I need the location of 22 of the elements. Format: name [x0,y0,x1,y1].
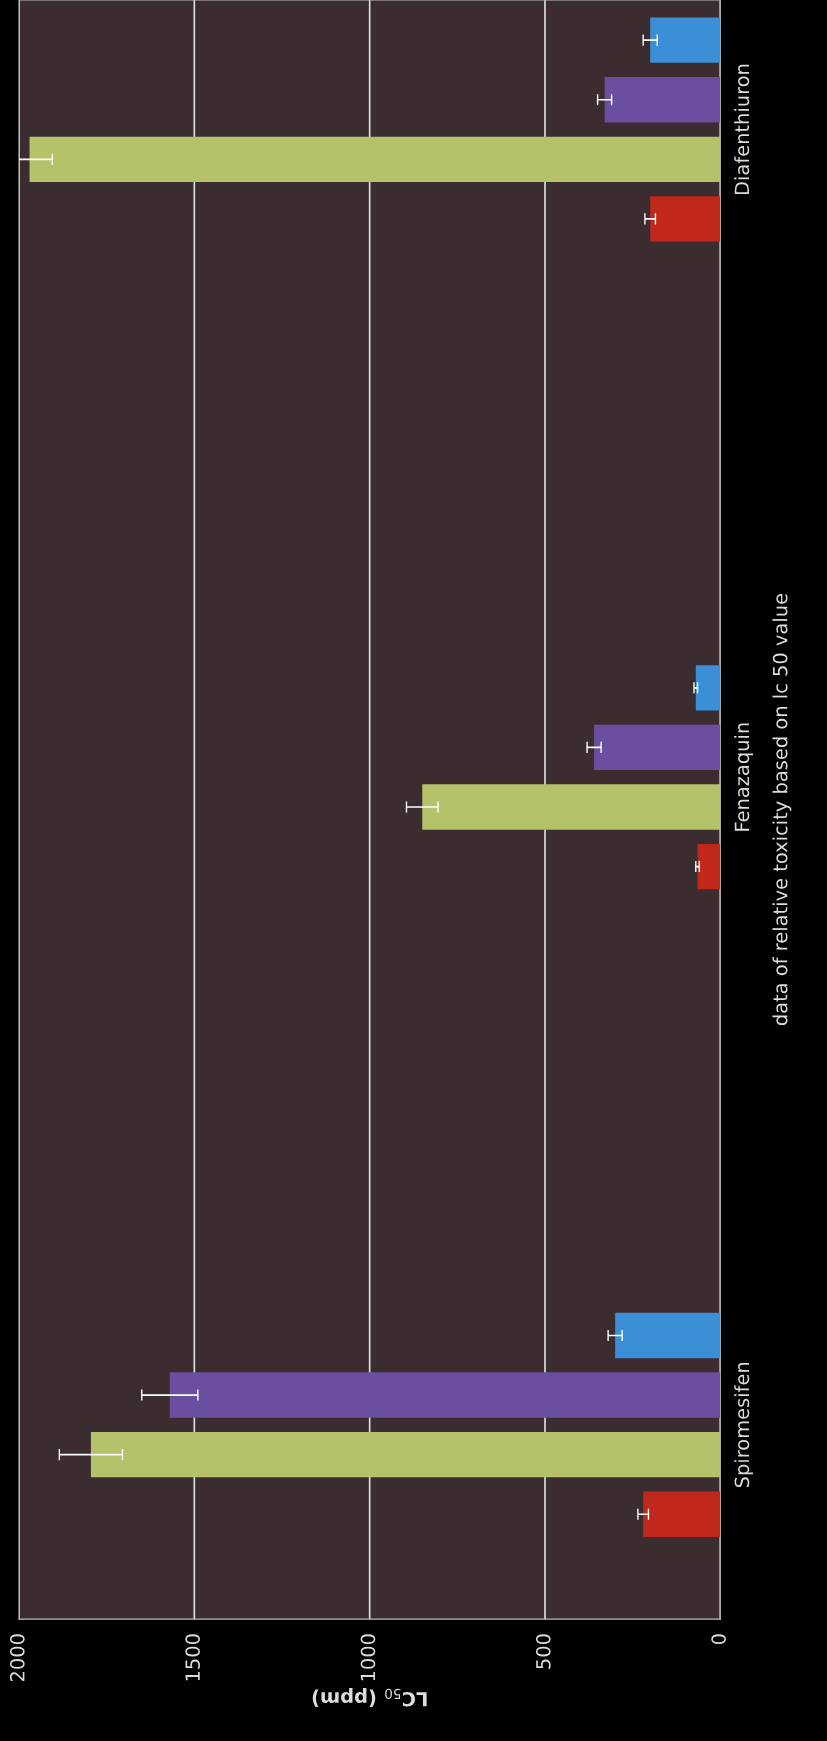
bar [650,17,721,63]
bar [695,665,721,711]
x-axis-title: LC$_{50}$ (ppm) [312,1688,427,1707]
bar [594,724,721,771]
bar [650,196,721,242]
x-tick-label: 0 [711,1634,726,1645]
y-tick-label: Diafenthiuron [734,64,750,195]
bar [643,1491,721,1537]
x-tick-label: 2000 [9,1634,25,1682]
bar [697,843,721,890]
bar [29,136,721,182]
bar [615,1312,721,1359]
bar [604,77,721,123]
x-tick-label: 1500 [185,1634,200,1681]
bar [169,1372,721,1418]
x-tick-label: 500 [535,1634,551,1669]
y-tick-label: Spiromesifen [734,1362,754,1488]
bar [90,1431,721,1478]
y-axis-title: data of relative toxicity based on lc 50 value [772,593,792,1026]
x-tick-label: 1000 [360,1634,376,1681]
y-tick-label: Fenazaquin [734,723,754,831]
bar [422,784,721,830]
